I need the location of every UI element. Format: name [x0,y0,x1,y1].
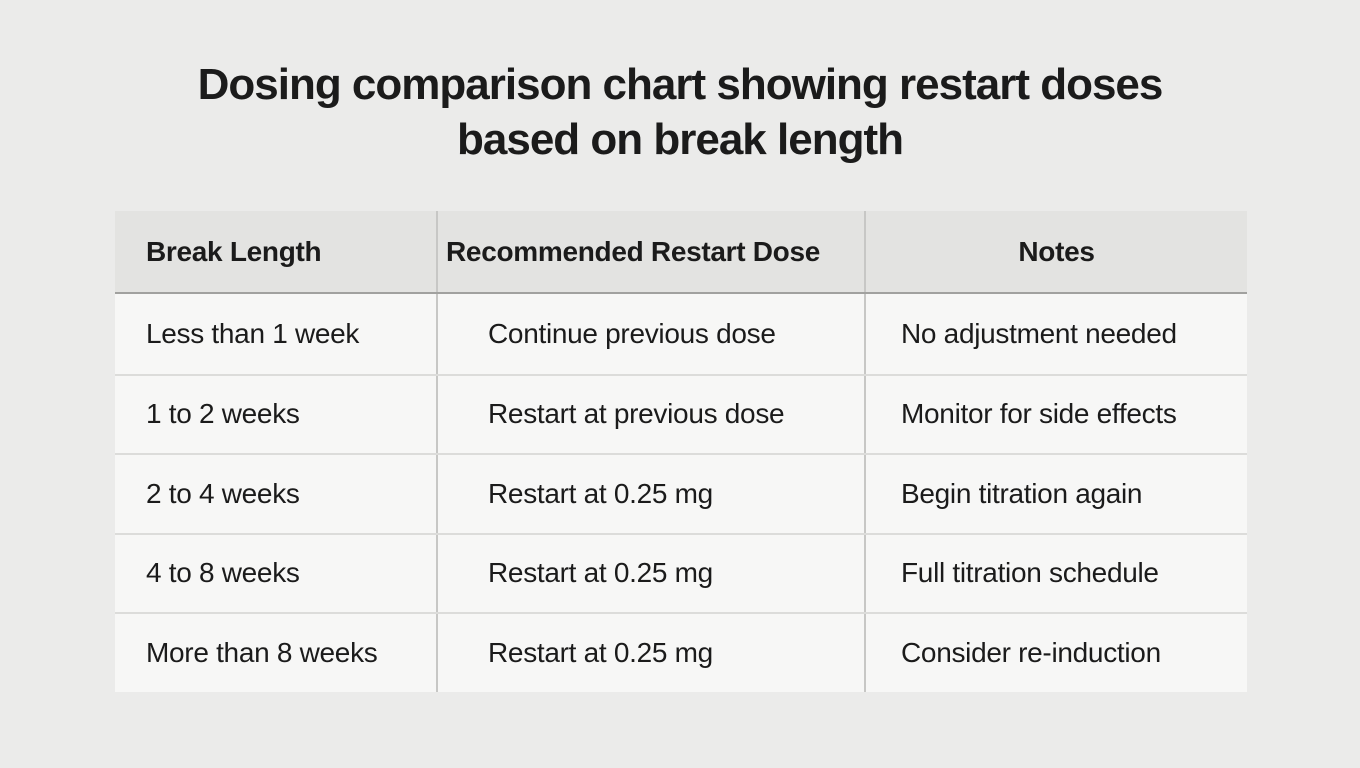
header-restart-dose: Recommended Restart Dose [436,211,864,292]
table-header-row: Break Length Recommended Restart Dose No… [115,211,1247,294]
table-row: More than 8 weeks Restart at 0.25 mg Con… [115,612,1247,692]
cell-break-length: 2 to 4 weeks [146,477,300,509]
header-notes: Notes [864,211,1247,292]
cell-notes: No adjustment needed [864,294,1247,374]
cell-notes: Full titration schedule [864,534,1247,612]
cell-notes: Monitor for side effects [864,375,1247,453]
cell-restart-dose: Restart at previous dose [436,375,864,453]
cell-notes: Consider re-induction [864,614,1247,692]
cell-notes: Begin titration again [864,455,1247,533]
cell-restart-dose: Restart at 0.25 mg [436,455,864,533]
cell-restart-dose: Continue previous dose [436,294,864,374]
chart-title-line-2: based on break length [457,115,904,164]
chart-title-line-1: Dosing comparison chart showing restart … [197,60,1164,109]
table-row: 1 to 2 weeks Restart at previous dose Mo… [115,373,1247,453]
cell-restart-dose: Restart at 0.25 mg [436,614,864,692]
chart-title: Dosing comparison chart showing restart … [0,57,1360,167]
header-break-length: Break Length [146,235,322,267]
table-row: 2 to 4 weeks Restart at 0.25 mg Begin ti… [115,453,1247,533]
cell-restart-dose: Restart at 0.25 mg [436,534,864,612]
dosing-table: Break Length Recommended Restart Dose No… [115,211,1247,692]
cell-break-length: Less than 1 week [146,317,360,349]
table-row: Less than 1 week Continue previous dose … [115,294,1247,374]
cell-break-length: More than 8 weeks [146,636,378,668]
cell-break-length: 4 to 8 weeks [146,557,300,589]
table-row: 4 to 8 weeks Restart at 0.25 mg Full tit… [115,532,1247,612]
cell-break-length: 1 to 2 weeks [146,398,300,430]
